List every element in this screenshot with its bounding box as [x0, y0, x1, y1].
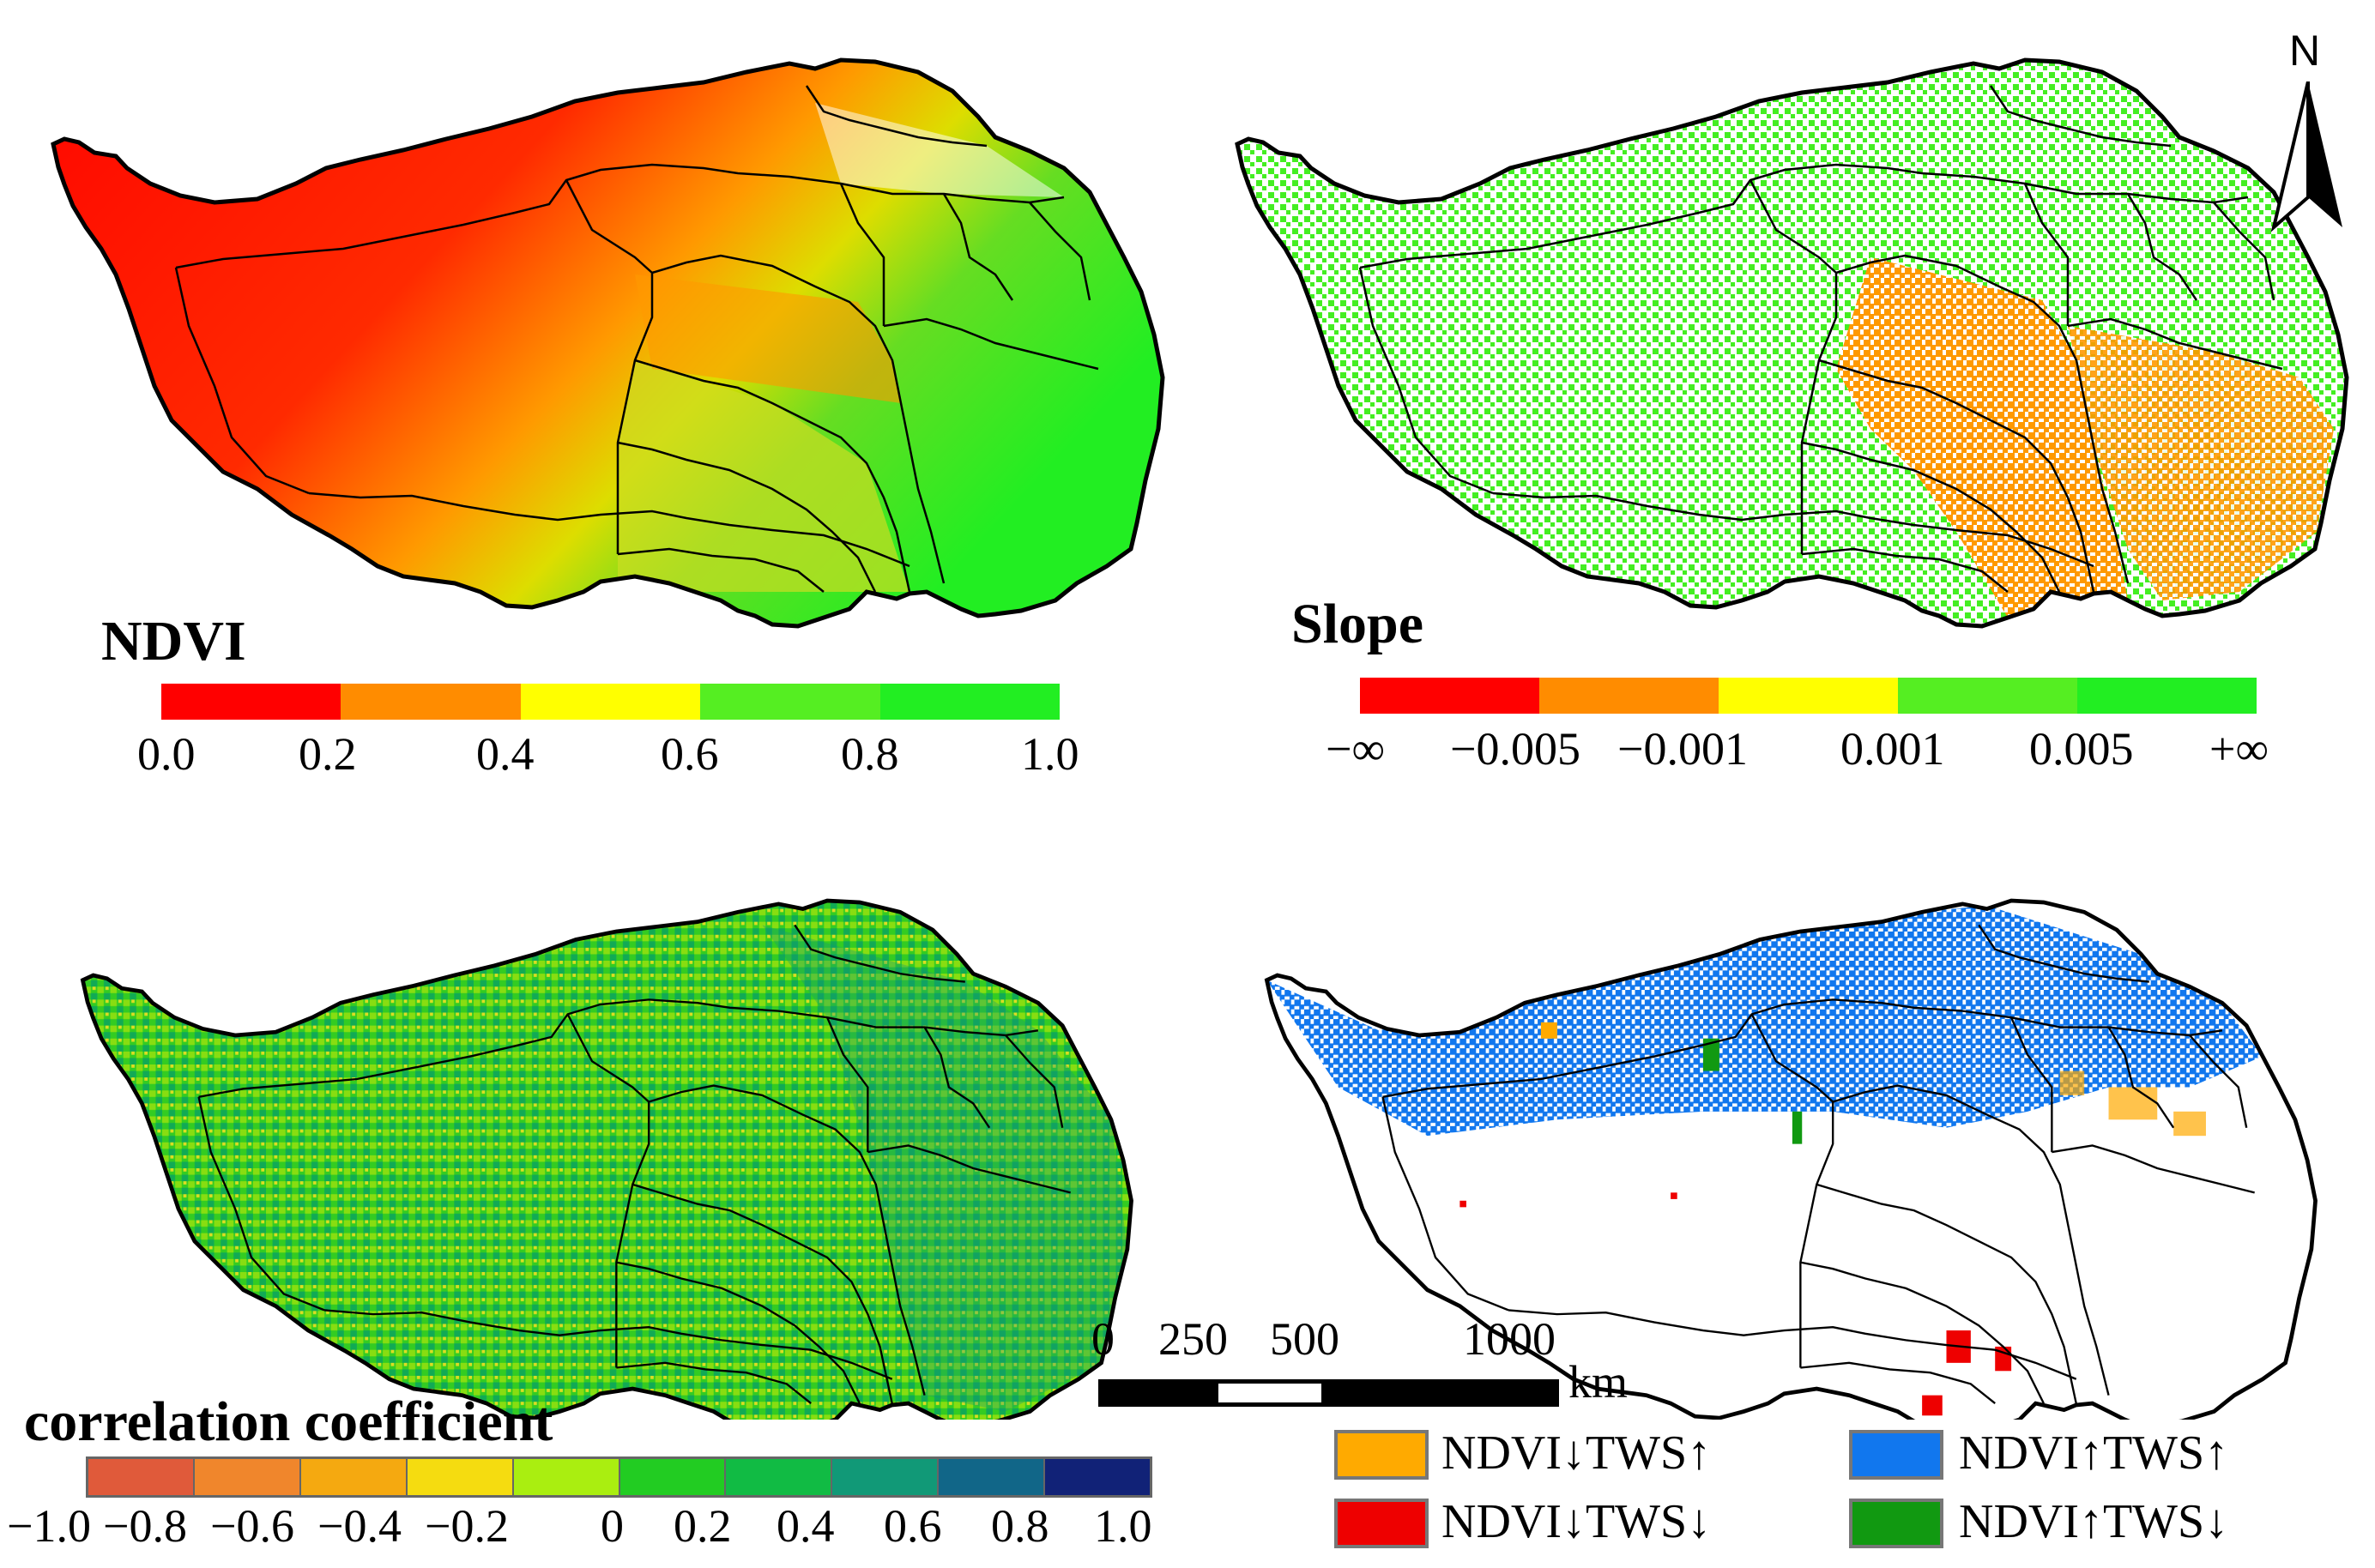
correlation-tick: 0.2	[674, 1500, 732, 1552]
ndvi-colorbar-bin	[879, 684, 1061, 720]
ndvi-legend-title: NDVI	[101, 610, 246, 672]
ndvi-tick: 0.6	[661, 728, 719, 780]
correlation-colorbar-bin	[194, 1459, 301, 1495]
ndvi-colorbar	[161, 684, 1061, 720]
ndvi-colorbar-bin	[341, 684, 521, 720]
correlation-tick: −1.0	[7, 1500, 91, 1552]
scale-bar-segment	[1214, 1379, 1326, 1407]
correlation-tick: 1.0	[1094, 1500, 1152, 1552]
correlation-tick: −0.8	[103, 1500, 187, 1552]
ndvi-colorbar-bin	[520, 684, 701, 720]
legend-swatch-ndvi-up-tws-down	[1849, 1499, 1943, 1548]
slope-colorbar-bin	[1360, 678, 1539, 714]
slope-colorbar-bin	[1719, 678, 1898, 714]
correlation-colorbar-bin	[1045, 1459, 1151, 1495]
ndvi-tick: 0.8	[841, 728, 899, 780]
scale-bar-tick: 1000	[1463, 1313, 1556, 1365]
category-map-panel	[1184, 828, 2368, 1420]
correlation-map	[0, 828, 1184, 1420]
slope-colorbar-bin	[2077, 678, 2257, 714]
scale-bar-segment	[1326, 1379, 1559, 1407]
legend-swatch-ndvi-down-tws-down	[1334, 1499, 1429, 1548]
correlation-tick: 0	[601, 1500, 624, 1552]
slope-tick: 0.005	[2029, 723, 2134, 775]
legend-swatch-ndvi-up-tws-up	[1849, 1430, 1943, 1480]
legend-swatch-ndvi-down-tws-up	[1334, 1430, 1429, 1480]
slope-tick: 0.001	[1840, 723, 1945, 775]
slope-legend-title: Slope	[1291, 593, 1424, 655]
north-arrow-icon	[2270, 81, 2342, 232]
legend-label: NDVI↓TWS↓	[1441, 1495, 1712, 1548]
ndvi-tick: 0.4	[476, 728, 535, 780]
slope-tick: +∞	[2209, 723, 2269, 775]
correlation-legend-title: correlation coefficient	[24, 1390, 553, 1453]
legend-label: NDVI↓TWS↑	[1441, 1426, 1712, 1480]
correlation-tick: −0.2	[425, 1500, 509, 1552]
scale-bar: 0 250 500 1000	[1091, 1312, 1574, 1415]
north-arrow: N	[2265, 26, 2351, 232]
slope-map	[1184, 0, 2368, 643]
correlation-colorbar-bin	[513, 1459, 620, 1495]
correlation-colorbar-bin	[88, 1459, 195, 1495]
ndvi-colorbar-bin	[700, 684, 880, 720]
scale-bar-tick: 0	[1091, 1313, 1115, 1365]
ndvi-tick: 0.2	[299, 728, 357, 780]
correlation-colorbar-bin	[832, 1459, 940, 1495]
slope-colorbar-bin	[1539, 678, 1719, 714]
correlation-colorbar-bin	[300, 1459, 408, 1495]
correlation-raster	[82, 901, 1132, 1436]
correlation-colorbar-bin	[407, 1459, 514, 1495]
scale-bar-tick: 500	[1270, 1313, 1339, 1365]
correlation-colorbar-bin	[726, 1459, 833, 1495]
correlation-map-panel	[0, 828, 1184, 1420]
scale-bar-segment	[1098, 1379, 1214, 1407]
slope-map-panel	[1184, 0, 2368, 643]
scale-bar-tick: 250	[1158, 1313, 1228, 1365]
correlation-tick: −0.6	[210, 1500, 294, 1552]
slope-colorbar-bin	[1898, 678, 2077, 714]
ndvi-map-panel	[0, 0, 1184, 643]
slope-raster	[1237, 60, 2347, 626]
ndvi-tick: 0.0	[137, 728, 196, 780]
scale-bar-unit: km	[1568, 1356, 1629, 1408]
slope-colorbar	[1360, 678, 2257, 714]
category-legend: NDVI↓TWS↑ NDVI↑TWS↑ NDVI↓TWS↓ NDVI↑TWS↓	[1334, 1426, 2364, 1563]
correlation-tick: 0.8	[991, 1500, 1049, 1552]
slope-tick: −∞	[1326, 723, 1385, 775]
north-arrow-label: N	[2289, 27, 2321, 75]
ndvi-tick: 1.0	[1021, 728, 1079, 780]
correlation-colorbar-bin	[619, 1459, 727, 1495]
ndvi-map	[0, 0, 1184, 643]
category-map	[1184, 828, 2368, 1420]
correlation-colorbar	[86, 1456, 1152, 1498]
correlation-tick: −0.4	[317, 1500, 402, 1552]
legend-label: NDVI↑TWS↓	[1959, 1495, 2229, 1548]
correlation-colorbar-bin	[939, 1459, 1046, 1495]
ndvi-colorbar-bin	[161, 684, 341, 720]
legend-label: NDVI↑TWS↑	[1959, 1426, 2229, 1480]
slope-tick: −0.005	[1450, 723, 1580, 775]
slope-tick: −0.001	[1617, 723, 1748, 775]
correlation-tick: 0.4	[777, 1500, 835, 1552]
correlation-tick: 0.6	[884, 1500, 942, 1552]
